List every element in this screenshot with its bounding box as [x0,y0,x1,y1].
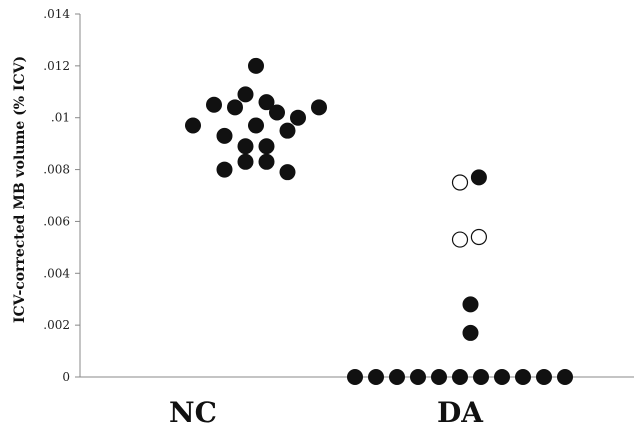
y-tick-label: .012 [43,59,70,73]
y-axis-label: ICV-corrected MB volume (% ICV) [12,56,28,323]
data-point-filled [258,94,275,111]
y-tick-label: .004 [43,266,70,280]
data-point-filled [557,369,573,385]
data-point-filled [473,369,489,385]
data-point-filled [462,324,479,341]
y-tick-group: 0 .002 .004 .006 .008 .01 .012 .014 [43,7,80,384]
data-point-filled [494,369,510,385]
data-point-filled [410,369,426,385]
data-point-filled [311,99,327,116]
data-point-filled [237,138,254,155]
y-tick-label: 0 [62,370,70,384]
data-point-group [185,57,573,385]
data-point-filled [206,96,222,113]
data-point-filled [279,122,296,139]
y-tick-label: .006 [43,214,70,228]
data-point-filled [216,127,233,144]
data-point-open [470,228,487,246]
data-point-filled [248,57,264,74]
data-point-filled [216,161,233,178]
data-point-filled [258,153,275,170]
data-point-filled [389,369,405,385]
data-point-filled [279,164,296,181]
data-point-filled [462,296,479,313]
data-point-filled [237,86,254,103]
data-point-filled [248,117,264,134]
data-point-filled [368,369,384,385]
data-point-filled [515,369,531,385]
data-point-open [451,174,469,191]
category-label-group: NC DA [169,396,484,428]
data-point-filled [290,109,306,126]
data-point-filled [237,153,254,170]
data-point-filled [347,369,363,385]
data-point-filled [536,369,552,385]
x-category-label: NC [169,396,217,428]
data-point-filled [452,369,468,385]
data-point-filled [258,138,275,155]
data-point-filled [470,169,487,186]
data-point-open [451,231,469,248]
y-tick-label: .014 [43,7,70,21]
data-point-filled [227,99,243,116]
data-point-filled [431,369,447,385]
y-tick-label: .01 [51,111,70,125]
y-tick-label: .008 [43,163,70,177]
data-point-filled [269,104,285,121]
x-category-label: DA [437,396,484,428]
y-tick-label: .002 [43,318,70,332]
data-point-filled [185,117,201,134]
